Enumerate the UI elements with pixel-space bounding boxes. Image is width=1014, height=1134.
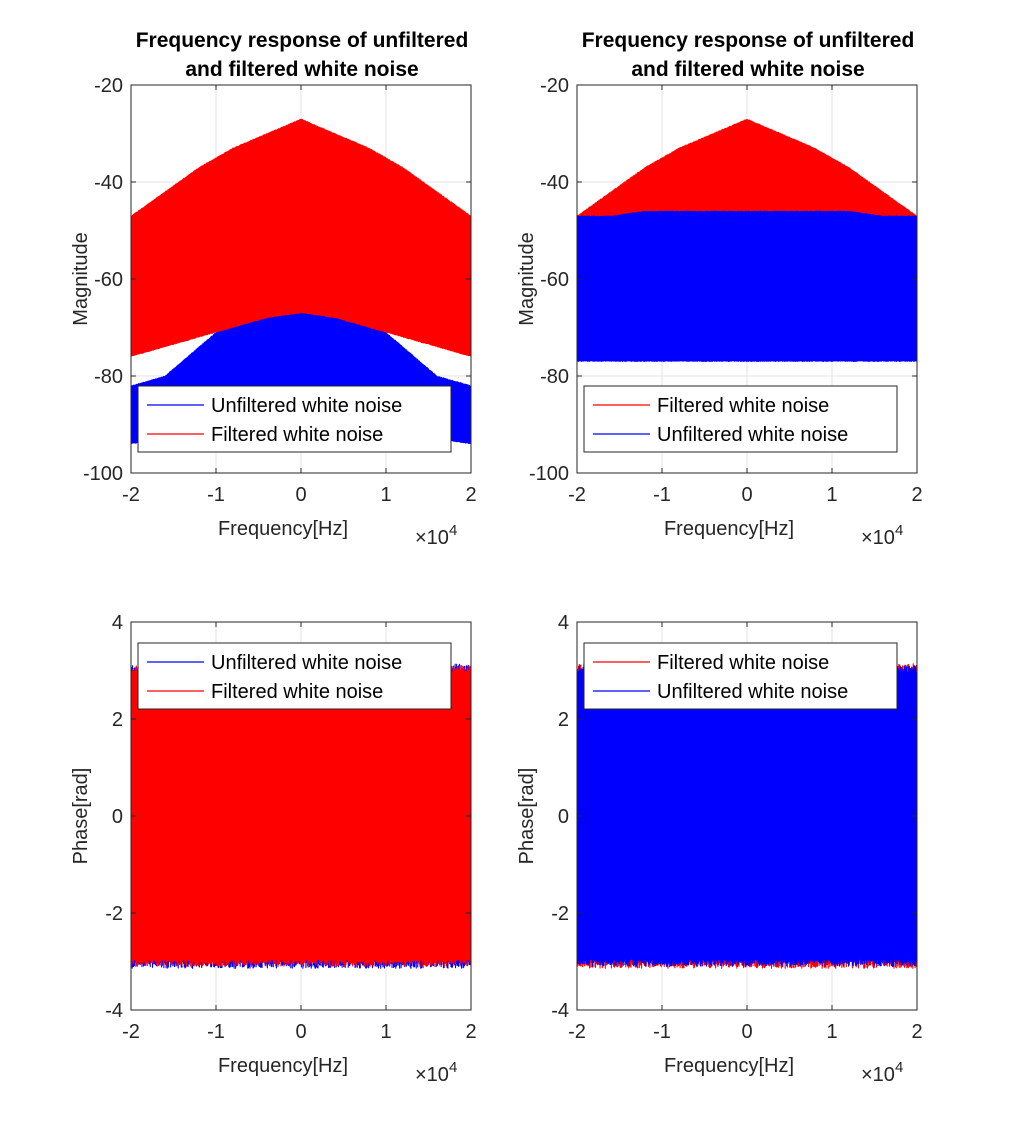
y-tick-label: -40 — [540, 172, 569, 194]
x-tick-label: 0 — [741, 1021, 752, 1043]
x-exponent-label: ×104 — [861, 522, 903, 549]
y-tick-label: -60 — [94, 269, 123, 291]
legend-entry: Unfiltered white noise — [657, 424, 848, 446]
x-tick-label: 1 — [826, 1021, 837, 1043]
legend-entry: Filtered white noise — [211, 424, 383, 446]
y-tick-label: -60 — [540, 269, 569, 291]
x-axis-label: Frequency[Hz] — [218, 518, 348, 540]
y-tick-label: -40 — [94, 172, 123, 194]
chart-title: Frequency response of unfiltered — [582, 29, 915, 52]
x-tick-label: 1 — [380, 484, 391, 506]
y-tick-label: -20 — [94, 75, 123, 97]
chart-title: and filtered white noise — [185, 58, 418, 81]
y-axis-label: Magnitude — [516, 232, 538, 325]
y-tick-label: -80 — [540, 366, 569, 388]
x-tick-label: -2 — [122, 484, 140, 506]
y-tick-label: -4 — [105, 1000, 123, 1022]
subplot-4: -2 -1 0 1 2-4-2024×104Frequency[Hz]Phase[rad… — [516, 612, 923, 1086]
y-tick-label: 2 — [112, 709, 123, 731]
legend: Unfiltered white noise Filtered white noi… — [137, 385, 452, 453]
y-tick-label: 0 — [558, 806, 569, 828]
y-axis-label: Phase[rad] — [70, 768, 92, 865]
x-tick-label: -1 — [653, 1021, 671, 1043]
y-tick-label: -80 — [94, 366, 123, 388]
y-tick-label: -2 — [551, 903, 569, 925]
y-axis-label: Phase[rad] — [516, 768, 538, 865]
x-tick-label: -1 — [653, 484, 671, 506]
x-axis-label: Frequency[Hz] — [664, 1055, 794, 1077]
legend-entry: Unfiltered white noise — [211, 652, 402, 674]
subplot-3: -2 -1 0 1 2-4-2024×104Frequency[Hz]Phase[rad… — [70, 612, 477, 1086]
y-axis-label: Magnitude — [70, 232, 92, 325]
x-tick-label: 2 — [911, 484, 922, 506]
x-tick-label: -1 — [207, 484, 225, 506]
x-tick-label: -1 — [207, 1021, 225, 1043]
y-tick-label: -4 — [551, 1000, 569, 1022]
x-tick-label: -2 — [568, 1021, 586, 1043]
x-axis-label: Frequency[Hz] — [664, 518, 794, 540]
x-tick-label: 2 — [465, 1021, 476, 1043]
legend: Filtered white noise Unfiltered white noi… — [583, 385, 898, 453]
chart-title: Frequency response of unfiltered — [136, 29, 469, 52]
series-unfiltered-white-noise — [577, 665, 917, 967]
series-filtered-white-noise — [131, 665, 471, 967]
x-exponent-label: ×104 — [861, 1059, 903, 1086]
x-exponent-label: ×104 — [415, 1059, 457, 1086]
series-filtered-white-noise — [577, 118, 917, 357]
x-tick-label: 0 — [295, 484, 306, 506]
series-filtered-white-noise — [131, 118, 471, 357]
chart-title: and filtered white noise — [631, 58, 864, 81]
x-tick-label: 1 — [380, 1021, 391, 1043]
x-tick-label: 1 — [826, 484, 837, 506]
x-tick-label: 2 — [911, 1021, 922, 1043]
legend-box — [583, 642, 898, 710]
x-tick-label: 0 — [741, 484, 752, 506]
x-exponent-label: ×104 — [415, 522, 457, 549]
legend: Filtered white noise Unfiltered white noi… — [583, 642, 898, 710]
y-tick-label: 4 — [558, 612, 569, 634]
x-tick-label: -2 — [568, 484, 586, 506]
y-tick-label: -100 — [529, 463, 569, 485]
x-tick-label: -2 — [122, 1021, 140, 1043]
legend-entry: Unfiltered white noise — [657, 681, 848, 703]
y-tick-label: 2 — [558, 709, 569, 731]
legend-entry: Unfiltered white noise — [211, 395, 402, 417]
legend-entry: Filtered white noise — [657, 652, 829, 674]
legend-box — [583, 385, 898, 453]
x-axis-label: Frequency[Hz] — [218, 1055, 348, 1077]
subplot-1: -2 -1 0 1 2 -100 -80 -60 -40 -20 ×104 Frequency[Hz]… — [70, 29, 477, 549]
legend-entry: Filtered white noise — [211, 681, 383, 703]
legend-box — [137, 642, 452, 710]
subplot-2: -2 -1 0 1 2 -100 -80 -60 -40 -20 ×104 Frequency[Hz]… — [516, 29, 923, 549]
y-tick-label: 0 — [112, 806, 123, 828]
y-tick-label: -2 — [105, 903, 123, 925]
y-tick-label: -20 — [540, 75, 569, 97]
x-tick-label: 0 — [295, 1021, 306, 1043]
y-tick-label: 4 — [112, 612, 123, 634]
legend-box — [137, 385, 452, 453]
legend: Unfiltered white noise Filtered white noi… — [137, 642, 452, 710]
y-tick-label: -100 — [83, 463, 123, 485]
x-tick-label: 2 — [465, 484, 476, 506]
series-unfiltered-white-noise — [577, 210, 917, 362]
legend-entry: Filtered white noise — [657, 395, 829, 417]
